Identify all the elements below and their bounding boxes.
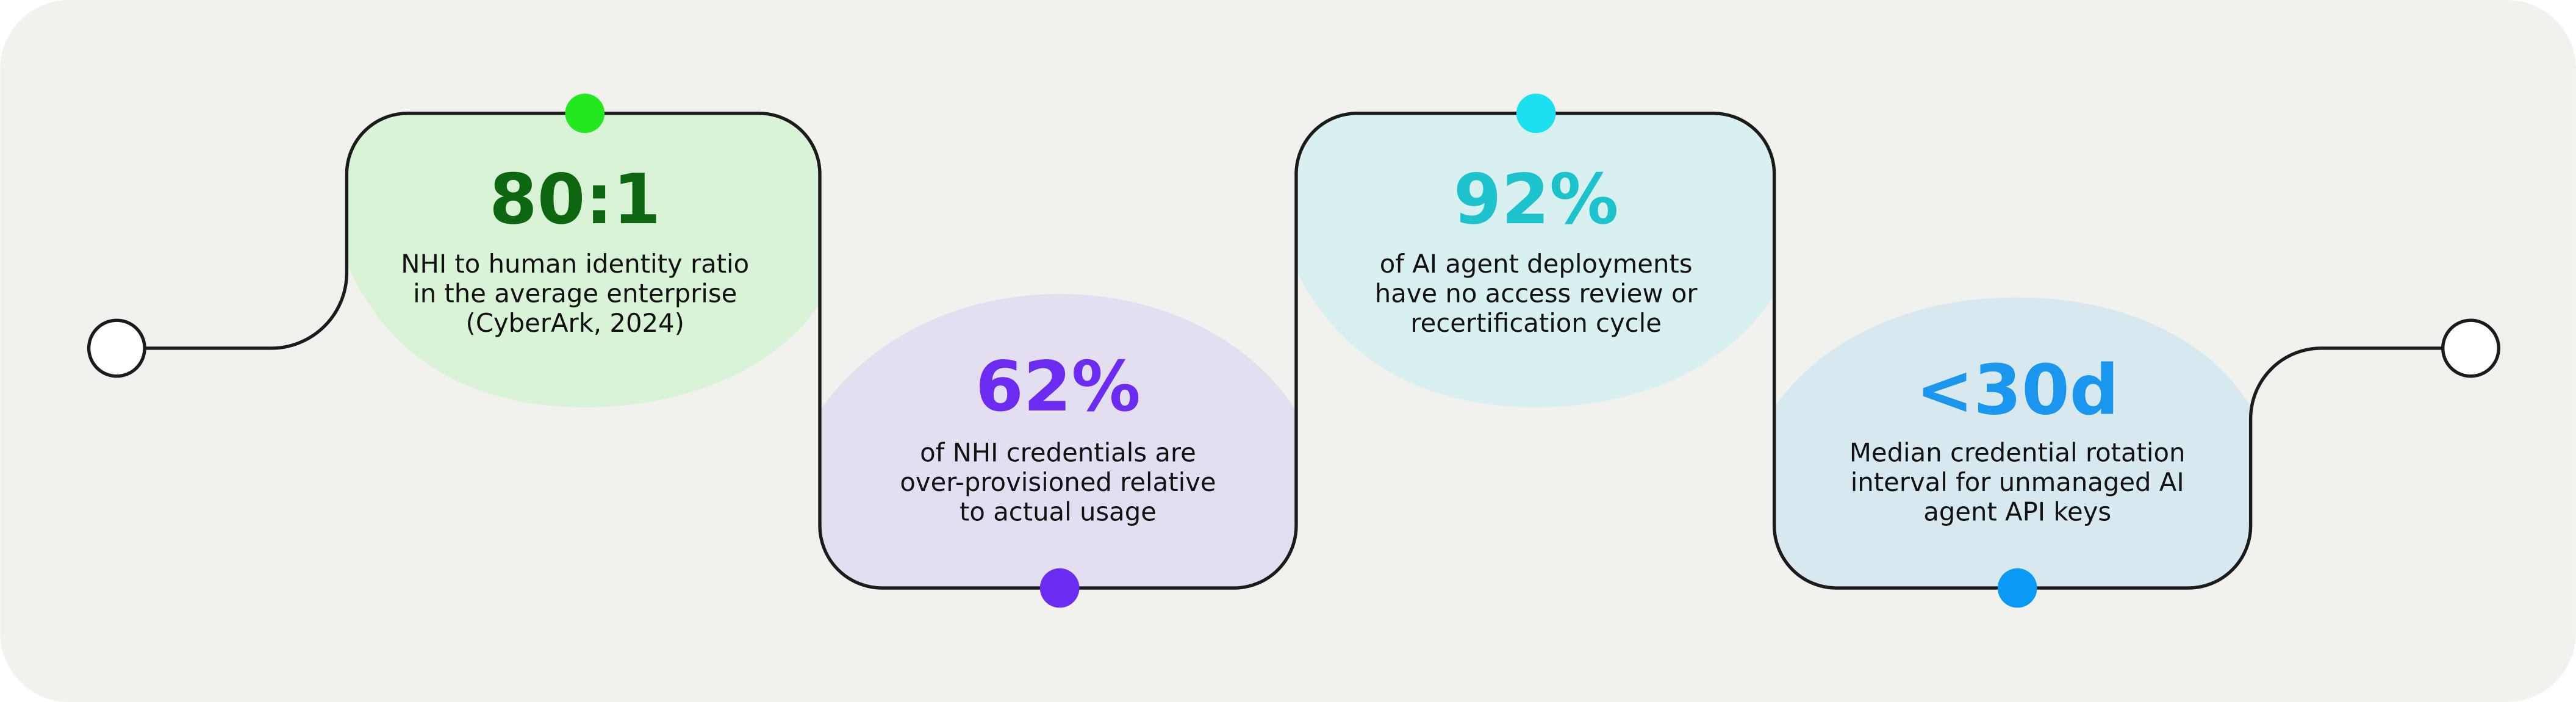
stat-description: to actual usage	[960, 497, 1157, 527]
end-node	[2441, 318, 2500, 378]
stat-description: agent API keys	[1923, 497, 2111, 527]
card-fill	[1774, 297, 2251, 589]
card-fill	[819, 294, 1296, 589]
dot	[565, 93, 605, 134]
stat-description: (CyberArk, 2024)	[466, 308, 684, 338]
card-fill	[1296, 113, 1774, 407]
connector-line	[145, 112, 2443, 590]
stat-description: interval for unmanaged AI	[1851, 467, 2184, 497]
dot	[1516, 93, 1556, 134]
dot	[1039, 568, 1080, 608]
stat-description: have no access review or	[1375, 279, 1698, 309]
start-node	[87, 318, 146, 378]
stat-description: recertification cycle	[1410, 308, 1662, 338]
stat-value: <30d	[1916, 350, 2119, 431]
stat-value: 62%	[975, 346, 1141, 427]
stat-description: of NHI credentials are	[920, 438, 1196, 468]
stat-description: in the average enterprise	[413, 279, 737, 309]
stat-description: of AI agent deployments	[1380, 249, 1693, 279]
stat-value: 80:1	[489, 159, 661, 240]
stat-description: Median credential rotation	[1849, 438, 2186, 468]
card-fill	[346, 113, 820, 407]
dot	[1997, 568, 2037, 608]
stat-description: NHI to human identity ratio	[401, 249, 749, 279]
stat-value: 92%	[1454, 159, 1619, 240]
stat-description: over-provisioned relative	[900, 467, 1216, 497]
